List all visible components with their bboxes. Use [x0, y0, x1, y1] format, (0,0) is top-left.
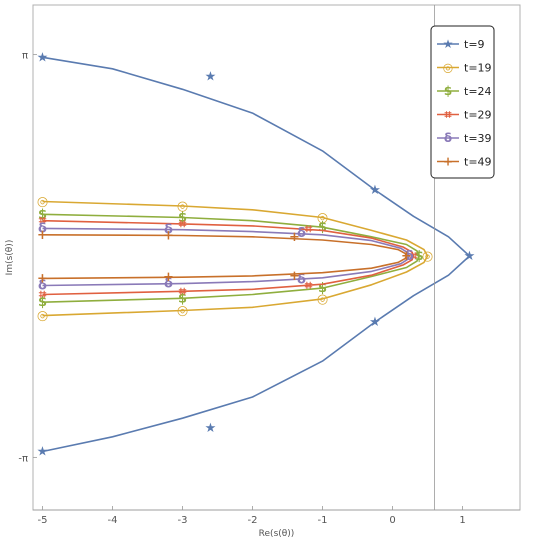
- data-point-marker: +: [289, 230, 300, 245]
- x-tick-label: -5: [38, 515, 48, 526]
- series-t=39: δ δ δ δ δ δ δ: [38, 221, 414, 293]
- x-tick-label: -1: [318, 515, 328, 526]
- data-point-marker: ⌗: [38, 287, 47, 302]
- legend-entry: ⌗ t=29: [437, 108, 492, 122]
- data-point-marker: ★: [37, 445, 49, 460]
- data-point-marker: δ: [297, 226, 306, 241]
- series-line: [42, 234, 408, 280]
- series-t=29: ⌗ ⌗ ⌗ ⌗ ⌗ ⌗ ⌗: [38, 214, 418, 303]
- data-point-marker: +: [401, 249, 412, 264]
- data-point-marker: ◎: [422, 249, 433, 264]
- data-point-marker: ★: [464, 249, 476, 264]
- x-axis-title: Re(s(θ)): [259, 529, 295, 539]
- series-line: [42, 200, 429, 317]
- data-point-marker: ◎: [37, 195, 48, 210]
- data-point-marker: δ: [38, 278, 47, 293]
- data-point-marker: ◎: [317, 211, 328, 226]
- data-point-marker: δ: [38, 221, 47, 236]
- legend-label: t=24: [464, 85, 492, 98]
- data-point-marker: ◎: [177, 303, 188, 318]
- data-point-marker: δ: [297, 273, 306, 288]
- legend-label: t=29: [464, 109, 492, 122]
- legend-swatch-marker: ⌗: [444, 108, 452, 122]
- legend-entry: + t=49: [437, 155, 492, 169]
- data-point-marker: ★: [369, 183, 381, 198]
- series-line: [42, 227, 411, 287]
- legend-swatch-marker: δ: [444, 131, 452, 145]
- legend-label: t=39: [464, 132, 492, 145]
- legend-box: [430, 25, 495, 179]
- legend-label: t=49: [464, 156, 492, 169]
- y-tick-label: π: [22, 51, 28, 62]
- data-point-marker: $: [38, 207, 47, 222]
- series-t=24: $ $ $ $ $ $ $: [38, 207, 424, 310]
- data-point-marker: ★: [369, 315, 381, 330]
- legend-swatch-marker: ◎: [443, 61, 453, 75]
- data-point-marker: δ: [405, 249, 414, 264]
- series-line: [42, 219, 415, 296]
- data-point-marker: $: [318, 220, 327, 235]
- data-point-marker: ◎: [317, 292, 328, 307]
- y-axis-title: Im(s(θ)): [5, 240, 15, 276]
- data-point-marker: $: [318, 281, 327, 296]
- series-t=19: ◎ ◎ ◎ ◎ ◎ ◎ ◎: [37, 195, 433, 324]
- data-point-marker: $: [38, 295, 47, 310]
- data-point-marker: ⌗: [178, 217, 187, 232]
- legend-swatch-marker: $: [444, 84, 452, 98]
- axes-layer: -5 -4 -3 -2 -1 0 1 π -π Re(s(θ)) Im(s(θ)): [5, 5, 520, 539]
- legend: ★ t=9 ◎ t=19 $ t=24 ⌗ t=29 δ t=39 + t=49: [430, 25, 495, 179]
- data-point-marker: +: [37, 228, 48, 243]
- data-point-marker: δ: [164, 277, 173, 292]
- data-point-marker: ◎: [37, 309, 48, 324]
- series-t=49: + + + + + + +: [37, 228, 412, 287]
- y-tick-label: -π: [18, 453, 28, 464]
- legend-entry: ★ t=9: [437, 37, 485, 51]
- data-point-marker: $: [178, 291, 187, 306]
- data-point-marker: ⌗: [304, 222, 313, 237]
- series-line: [42, 213, 420, 303]
- legend-entry: δ t=39: [437, 131, 492, 145]
- x-tick-label: -3: [178, 515, 188, 526]
- data-point-marker: ★: [205, 421, 217, 436]
- data-point-marker: ◎: [177, 199, 188, 214]
- data-point-marker: ⌗: [178, 284, 187, 299]
- legend-label: t=9: [464, 38, 485, 51]
- series-line: [42, 56, 471, 453]
- data-point-marker: ★: [37, 50, 49, 65]
- x-tick-label: -4: [108, 515, 118, 526]
- legend-entry: ◎ t=19: [437, 61, 492, 75]
- x-tick-label: 1: [459, 515, 465, 526]
- data-point-marker: ⌗: [38, 214, 47, 229]
- x-tick-label: 0: [389, 515, 395, 526]
- legend-entry: $ t=24: [437, 84, 492, 98]
- data-point-marker: $: [415, 249, 424, 264]
- data-point-marker: +: [163, 228, 174, 243]
- data-point-marker: +: [289, 269, 300, 284]
- series-t=9: ★ ★ ★ ★ ★ ★ ★: [37, 50, 476, 459]
- legend-swatch-marker: ★: [443, 37, 454, 51]
- data-point-marker: ★: [205, 70, 217, 85]
- data-point-marker: ⌗: [409, 249, 418, 264]
- x-tick-label: -2: [248, 515, 258, 526]
- data-point-marker: $: [178, 211, 187, 226]
- legend-swatch-marker: +: [443, 155, 453, 169]
- data-point-marker: δ: [164, 223, 173, 238]
- legend-label: t=19: [464, 62, 492, 75]
- data-point-marker: +: [163, 270, 174, 285]
- data-point-marker: +: [37, 271, 48, 286]
- data-point-marker: ⌗: [304, 278, 313, 293]
